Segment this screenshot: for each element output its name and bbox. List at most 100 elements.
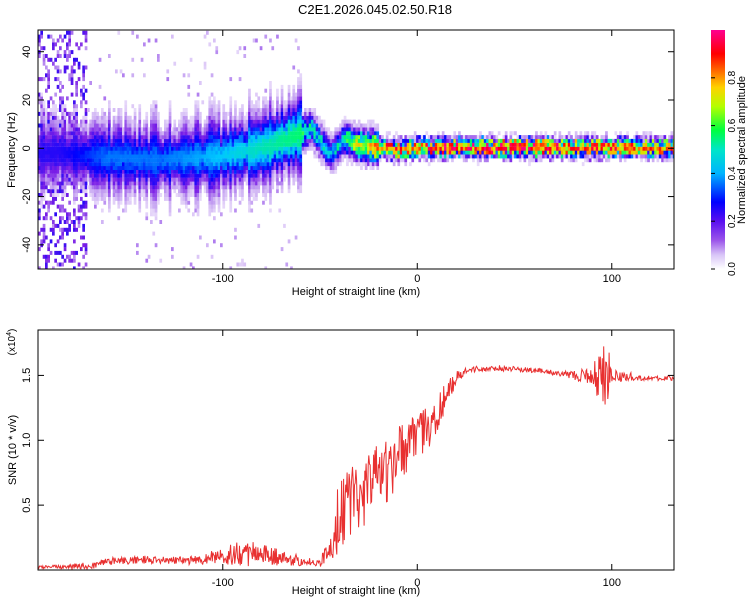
heatmap-cell — [532, 135, 536, 140]
heatmap-cell — [278, 142, 282, 147]
heatmap-cell — [479, 150, 482, 155]
heatmap-cell — [152, 166, 156, 170]
heatmap-cell — [530, 135, 534, 140]
heatmap-cell — [40, 196, 43, 201]
heatmap-cell — [355, 150, 359, 155]
heatmap-cell — [54, 57, 57, 62]
heatmap-cell — [73, 193, 76, 197]
heatmap-cell — [609, 154, 613, 159]
heatmap-cell — [614, 131, 618, 136]
heatmap-cell — [213, 127, 216, 132]
heatmap-cell — [150, 177, 153, 182]
heatmap-cell — [59, 181, 62, 186]
heatmap-cell — [89, 177, 92, 182]
heatmap-cell — [399, 142, 403, 147]
heatmap-cell — [117, 154, 121, 159]
heatmap-cell — [47, 104, 50, 109]
heatmap-cell — [194, 123, 198, 128]
heatmap-cell — [182, 189, 186, 194]
heatmap-cell — [432, 142, 436, 147]
heatmap-cell — [47, 84, 50, 89]
heatmap-cell — [61, 166, 64, 170]
heatmap-cell — [75, 173, 78, 178]
heatmap-cell — [178, 181, 181, 186]
heatmap-cell — [166, 196, 170, 201]
heatmap-cell — [276, 138, 279, 143]
heatmap-cell — [217, 123, 221, 128]
heatmap-cell — [535, 158, 538, 163]
heatmap-cell — [670, 142, 674, 147]
heatmap-cell — [292, 173, 296, 178]
heatmap-cell — [206, 173, 209, 178]
heatmap-cell — [166, 131, 170, 136]
heatmap-cell — [73, 181, 76, 186]
heatmap-cell — [52, 227, 55, 232]
heatmap-cell — [47, 119, 50, 124]
heatmap-cell — [89, 173, 92, 178]
heatmap-cell — [521, 150, 524, 155]
heatmap-cell — [75, 162, 78, 167]
heatmap-cell — [147, 177, 151, 182]
heatmap-cell — [196, 115, 200, 120]
heatmap-cell — [119, 166, 123, 170]
heatmap-cell — [143, 135, 146, 140]
heatmap-cell — [350, 123, 354, 128]
heatmap-cell — [103, 138, 107, 143]
heatmap-cell — [40, 34, 43, 39]
heatmap-cell — [369, 162, 373, 167]
heatmap-cell — [591, 135, 594, 140]
heatmap-cell — [311, 138, 314, 143]
heatmap-cell — [166, 146, 170, 151]
heatmap-cell — [124, 135, 128, 140]
heatmap-cell — [292, 123, 296, 128]
heatmap-cell — [271, 138, 275, 143]
heatmap-cell — [199, 135, 202, 140]
heatmap-cell — [119, 69, 123, 74]
heatmap-cell — [168, 158, 172, 163]
heatmap-cell — [110, 169, 114, 174]
heatmap-cell — [178, 177, 181, 182]
heatmap-cell — [213, 181, 216, 186]
heatmap-cell — [194, 193, 198, 197]
heatmap-cell — [306, 119, 310, 124]
heatmap-cell — [423, 138, 426, 143]
heatmap-cell — [126, 154, 130, 159]
heatmap-cell — [311, 127, 314, 132]
heatmap-cell — [294, 123, 298, 128]
heatmap-cell — [61, 138, 64, 143]
heatmap-cell — [210, 127, 214, 132]
heatmap-cell — [115, 142, 118, 147]
heatmap-cell — [285, 158, 289, 163]
heatmap-cell — [427, 146, 431, 151]
heatmap-cell — [299, 123, 303, 128]
heatmap-cell — [173, 169, 177, 174]
heatmap-cell — [248, 173, 251, 178]
heatmap-cell — [257, 135, 261, 140]
heatmap-cell — [105, 115, 109, 120]
heatmap-cell — [164, 127, 167, 132]
heatmap-cell — [441, 138, 445, 143]
heatmap-cell — [103, 146, 107, 151]
heatmap-cell — [588, 138, 592, 143]
heatmap-cell — [229, 162, 233, 167]
heatmap-cell — [234, 142, 237, 147]
heatmap-cell — [334, 150, 338, 155]
heatmap-cell — [150, 193, 153, 197]
heatmap-cell — [210, 189, 214, 194]
heatmap-cell — [231, 146, 235, 151]
heatmap-cell — [217, 185, 221, 190]
heatmap-cell — [203, 158, 207, 163]
heatmap-cell — [117, 135, 121, 140]
spectrogram-xlabel: Height of straight line (km) — [292, 286, 420, 298]
heatmap-cell — [523, 150, 527, 155]
heatmap-cell — [343, 123, 347, 128]
heatmap-cell — [278, 169, 282, 174]
heatmap-cell — [339, 131, 342, 136]
heatmap-cell — [376, 150, 380, 155]
heatmap-cell — [250, 162, 254, 167]
heatmap-cell — [241, 123, 244, 128]
heatmap-cell — [311, 135, 314, 140]
heatmap-cell — [185, 123, 188, 128]
heatmap-cell — [236, 185, 240, 190]
heatmap-cell — [497, 150, 501, 155]
